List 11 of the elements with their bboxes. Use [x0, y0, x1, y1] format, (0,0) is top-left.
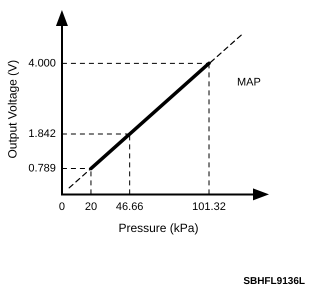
- y-axis-title: Output Voltage (V): [6, 60, 20, 159]
- y-tick-label: 0.789: [28, 162, 56, 175]
- y-tick-label: 1.842: [28, 128, 56, 140]
- x-tick-label: 20: [84, 201, 98, 214]
- y-tick-label: 4.000: [28, 57, 56, 70]
- annotation: MAP: [237, 76, 261, 89]
- x-tick-label: 46.66: [116, 201, 144, 214]
- x-tick-label: 101.32: [192, 201, 226, 214]
- text: SBHFL9136L: [243, 276, 305, 287]
- x-axis-title: Pressure (kPa): [118, 221, 198, 236]
- x-tick-label: 0: [58, 201, 65, 214]
